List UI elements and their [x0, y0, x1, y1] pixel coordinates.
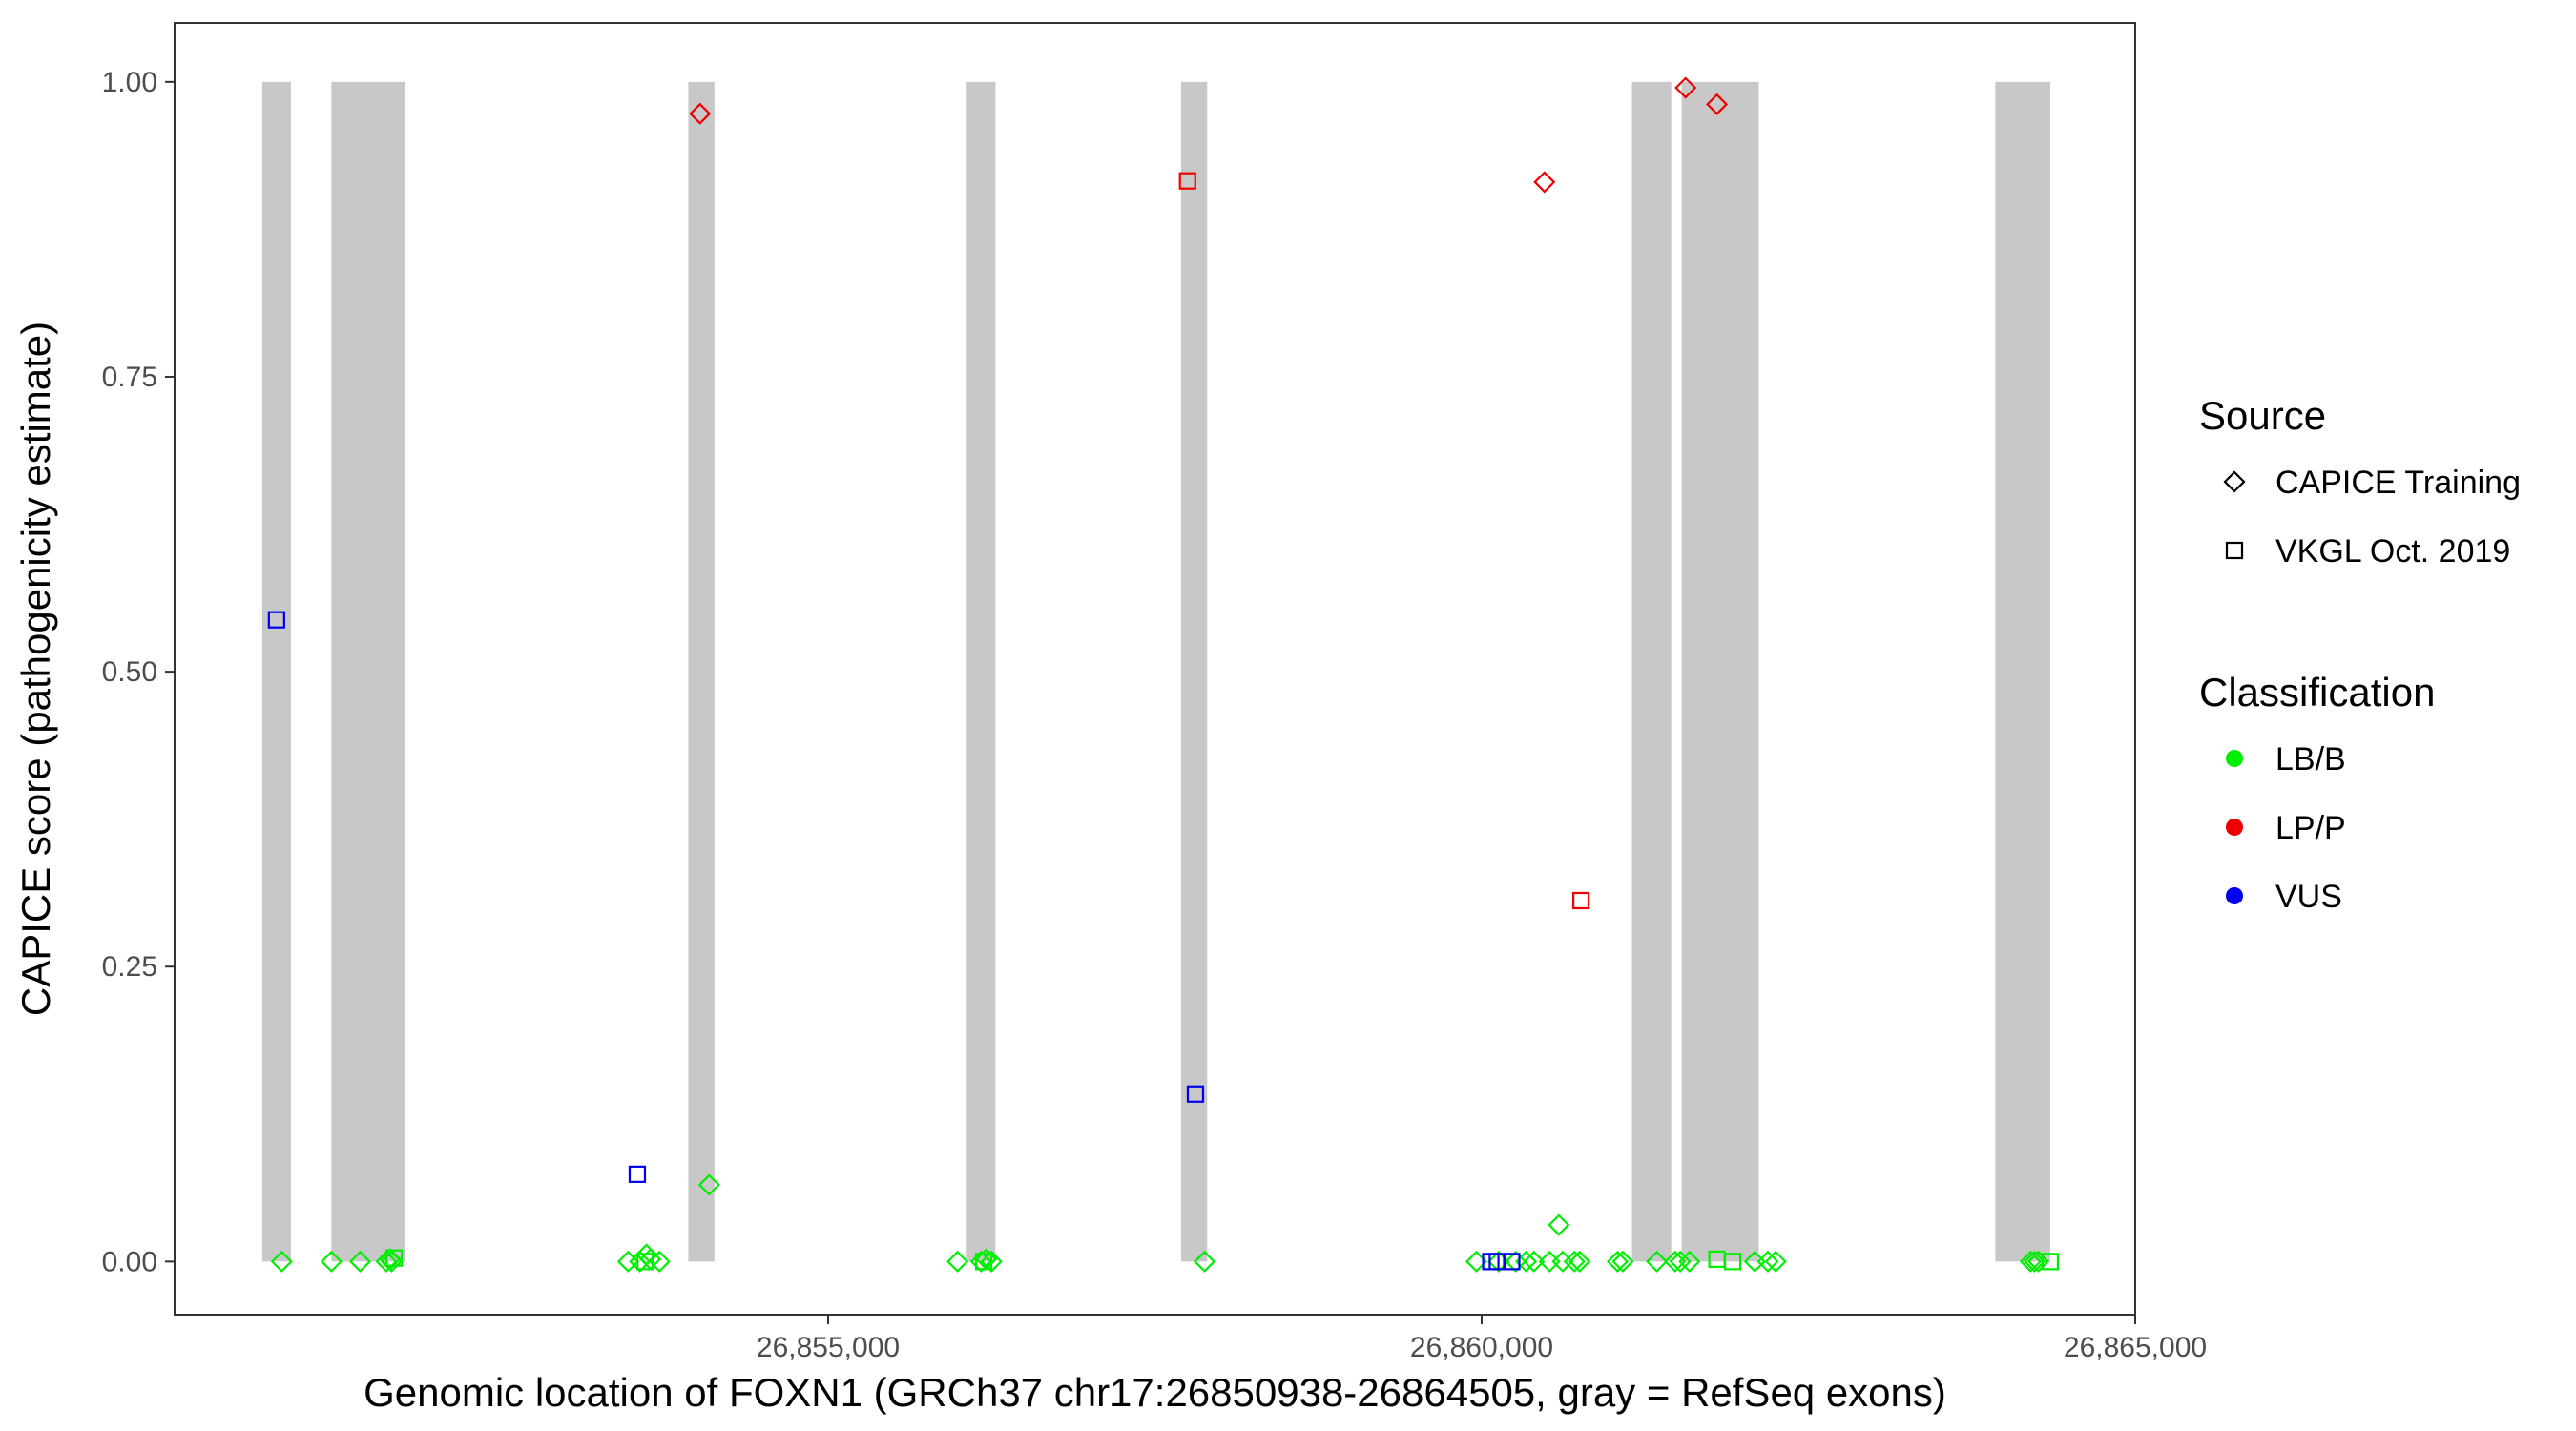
data-points — [267, 76, 2060, 1273]
data-point — [2041, 1253, 2060, 1271]
x-axis: 26,855,000 26,860,000 26,865,000 — [757, 1315, 2207, 1363]
legend-classification-label: LB/B — [2275, 741, 2346, 778]
data-point — [1646, 1250, 1669, 1273]
data-point — [1523, 1250, 1546, 1273]
data-point — [348, 1250, 372, 1273]
data-point — [1568, 1250, 1591, 1273]
legend: Source CAPICE Training VKGL Oct. 2019 Cla… — [2199, 393, 2521, 915]
exon-band — [1631, 81, 1672, 1262]
legend-classification-label: VUS — [2275, 879, 2342, 915]
y-axis-title: CAPICE score (pathogenicity estimate) — [13, 321, 58, 1016]
data-point — [689, 102, 712, 125]
data-point — [1669, 1250, 1692, 1273]
data-point — [969, 1250, 992, 1273]
data-point — [1548, 1213, 1570, 1236]
data-point — [1706, 93, 1729, 115]
data-point — [1178, 172, 1196, 190]
legend-key-dot — [2226, 750, 2243, 767]
legend-source-items: CAPICE Training VKGL Oct. 2019 — [2223, 465, 2521, 570]
data-point — [1764, 1250, 1787, 1273]
exon-band — [261, 81, 291, 1262]
y-axis: 0.00 0.25 0.50 0.75 1.00 — [102, 67, 175, 1277]
exon-band — [1995, 81, 2050, 1262]
x-tick-label: 26,860,000 — [1410, 1332, 1553, 1363]
x-tick-label: 26,855,000 — [757, 1332, 900, 1363]
exon-band — [688, 81, 715, 1262]
legend-classification-label: LP/P — [2275, 810, 2346, 846]
data-point — [320, 1250, 343, 1273]
legend-key-dot — [2226, 887, 2243, 904]
legend-source-title: Source — [2199, 393, 2326, 438]
data-point — [1611, 1250, 1634, 1273]
data-point — [375, 1250, 398, 1273]
data-point — [697, 1173, 720, 1196]
data-point — [2023, 1250, 2046, 1273]
data-point — [1533, 171, 1556, 194]
data-point — [1186, 1085, 1205, 1103]
legend-key-diamond — [2223, 470, 2246, 493]
x-axis-title: Genomic location of FOXN1 (GRCh37 chr17:… — [364, 1370, 1946, 1415]
data-point — [1503, 1253, 1521, 1271]
exon-bands — [261, 81, 2050, 1262]
data-point — [628, 1165, 647, 1183]
exon-band — [331, 81, 405, 1262]
y-tick-label: 1.00 — [102, 67, 157, 98]
data-point — [1505, 1250, 1527, 1273]
data-point — [629, 1250, 652, 1273]
data-point — [1678, 1250, 1701, 1273]
legend-source-label: VKGL Oct. 2019 — [2275, 533, 2510, 570]
data-point — [1606, 1250, 1630, 1273]
data-point — [980, 1250, 1003, 1273]
data-point — [1723, 1253, 1742, 1271]
data-point — [1674, 76, 1697, 99]
data-point — [270, 1250, 293, 1273]
y-tick-label: 0.00 — [102, 1246, 157, 1277]
data-point — [946, 1250, 969, 1273]
data-point — [1194, 1250, 1216, 1273]
legend-classification-title: Classification — [2199, 670, 2435, 715]
series-square — [267, 172, 2060, 1271]
data-point — [1664, 1250, 1687, 1273]
data-point — [267, 611, 285, 629]
legend-key-dot — [2226, 819, 2243, 836]
y-tick-label: 0.50 — [102, 656, 157, 688]
y-tick-label: 0.75 — [102, 362, 157, 393]
data-point — [1572, 891, 1590, 910]
data-point — [636, 1253, 654, 1271]
exon-band — [966, 81, 996, 1262]
legend-classification-items: LB/B LP/P VUS — [2226, 741, 2346, 915]
data-point — [380, 1250, 403, 1273]
data-point — [385, 1249, 404, 1267]
data-point — [2027, 1250, 2050, 1273]
data-point — [1563, 1250, 1586, 1273]
legend-key-square — [2225, 541, 2244, 560]
data-point — [974, 1253, 993, 1271]
x-tick-label: 26,865,000 — [2064, 1332, 2207, 1363]
exon-band — [1681, 81, 1759, 1262]
exon-band — [1180, 81, 1208, 1262]
y-tick-label: 0.25 — [102, 951, 157, 983]
legend-source-label: CAPICE Training — [2275, 465, 2521, 501]
plot-panel-border — [174, 22, 2136, 1316]
data-point — [1756, 1250, 1779, 1273]
data-point — [2019, 1250, 2042, 1273]
